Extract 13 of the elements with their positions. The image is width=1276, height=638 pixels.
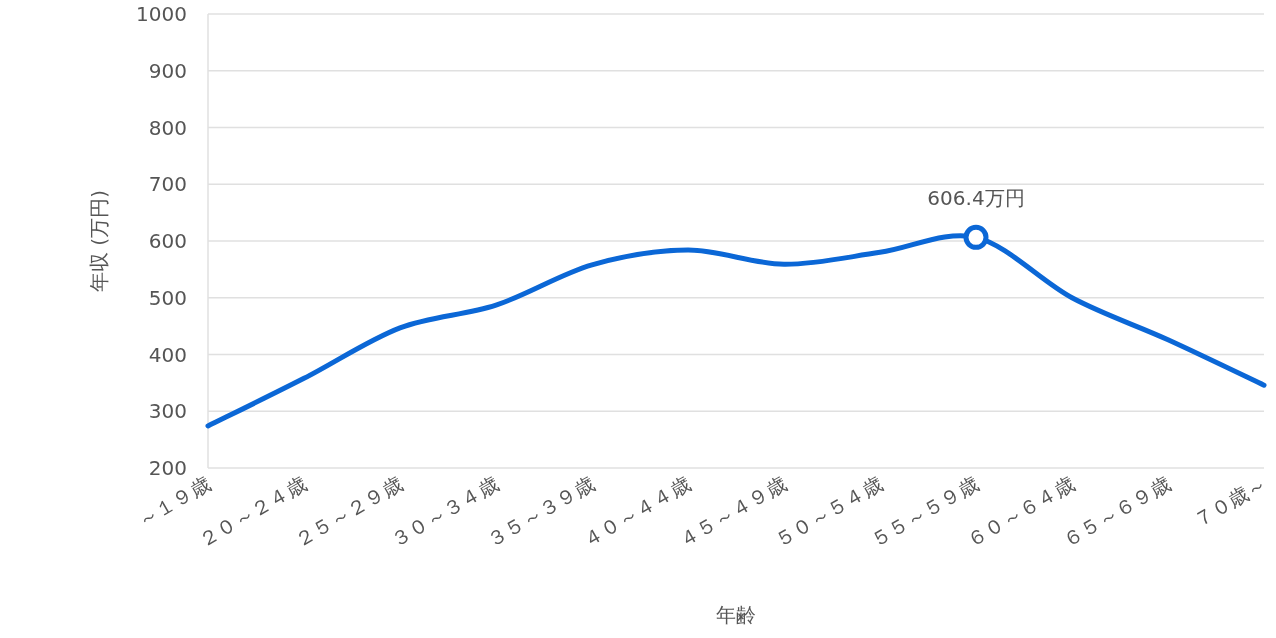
y-tick-label: 400 [148,342,187,367]
y-tick-label: 800 [148,115,187,140]
annotation: 606.4万円 [927,186,1025,211]
y-tick-label: 700 [148,172,187,197]
y-tick-label: 300 [148,399,187,424]
y-tick-label: 900 [148,58,187,83]
y-tick-label: 600 [148,229,187,253]
y-tick-label: 500 [148,285,187,310]
y-axis-title: 年収 (万円) [87,190,111,292]
y-tick-label: 200 [148,456,187,480]
x-axis-title: 年齢 [716,603,756,627]
x-tick-label: ７０歳～ [1189,471,1271,533]
y-tick-label: 1000 [136,2,187,26]
